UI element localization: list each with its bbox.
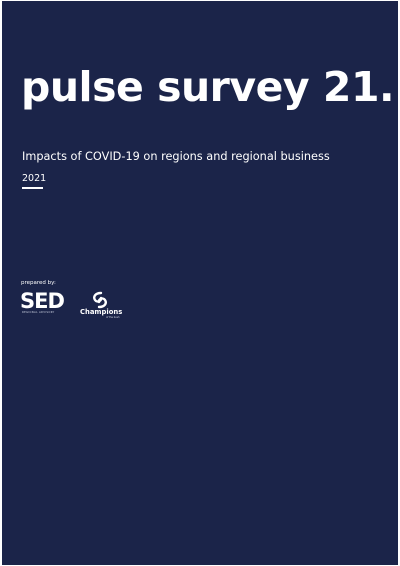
report-subtitle: Impacts of COVID-19 on regions and regio… (22, 150, 330, 163)
sed-tagline: REGIONAL ADVISORY (22, 311, 55, 314)
sed-logo: SED REGIONAL ADVISORY (20, 291, 66, 319)
champions-wordmark: Champions (80, 308, 123, 316)
champions-tagline: of the bush (106, 316, 120, 319)
prepared-by-label: prepared by: (21, 280, 56, 286)
year-underline (22, 187, 43, 189)
report-year: 2021 (22, 173, 47, 184)
sed-wordmark: SED (20, 289, 65, 313)
report-title: pulse survey 21.1 (21, 63, 398, 111)
champions-logo: Champions of the bush (78, 291, 126, 321)
champions-swirl-icon (93, 291, 107, 309)
